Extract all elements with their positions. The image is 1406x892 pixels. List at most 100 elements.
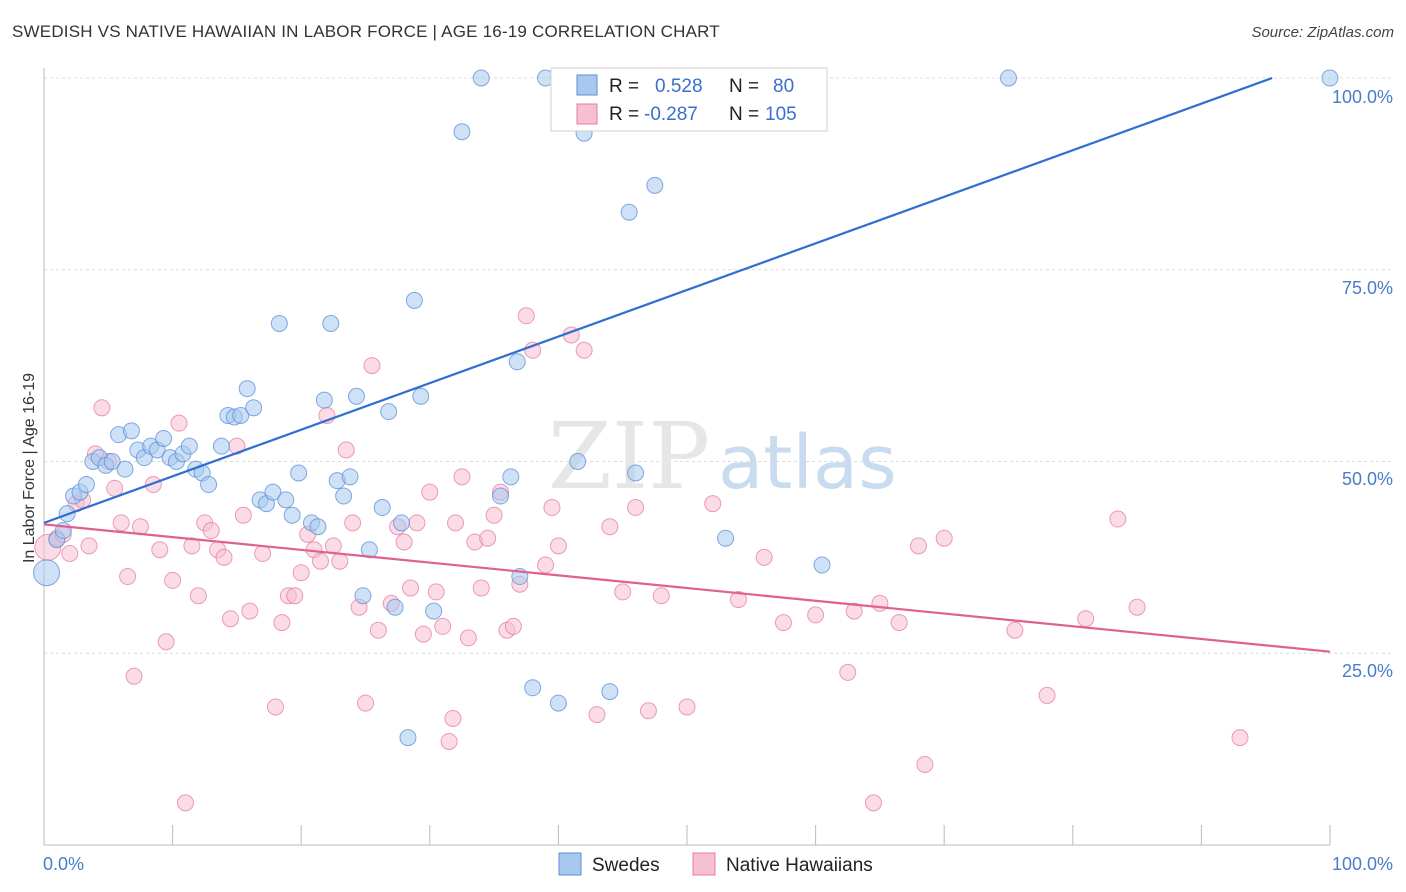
- swedes-point: [386, 598, 404, 616]
- hawaiians-point: [266, 698, 284, 716]
- hawaiians-point: [537, 556, 555, 574]
- hawaiians-point: [453, 468, 471, 486]
- hawaiians-point: [402, 579, 420, 597]
- watermark-atlas: atlas: [718, 420, 897, 506]
- swedes-point: [245, 399, 263, 417]
- swedes-point: [405, 291, 423, 309]
- swedes-point: [315, 391, 333, 409]
- swedes-point: [569, 453, 587, 470]
- swedes-trend-line: [43, 76, 1273, 524]
- watermark: ZIP atlas: [548, 403, 897, 510]
- hawaiians-point: [678, 698, 696, 716]
- hawaiians-point: [479, 529, 497, 547]
- hawaiians-point: [588, 706, 606, 724]
- hawaiians-point: [337, 441, 355, 459]
- swedes-point: [373, 499, 391, 517]
- hawaiians-point: [344, 514, 362, 532]
- legend-swatch-hawaiians: [576, 103, 598, 125]
- hawaiians-point: [1231, 729, 1249, 747]
- swedes-point: [341, 468, 359, 486]
- hawaiians-point: [864, 794, 882, 812]
- swedes-point: [238, 380, 256, 398]
- hawaiians-point: [164, 571, 182, 589]
- hawaiians-point: [447, 514, 465, 532]
- hawaiians-point: [444, 709, 462, 727]
- hawaiians-point: [61, 545, 79, 563]
- hawaiians-point: [839, 663, 857, 681]
- hawaiians-point: [627, 499, 645, 517]
- swedes-point: [347, 387, 365, 405]
- hawaiians-point: [1006, 621, 1024, 639]
- swedes-point: [122, 422, 140, 440]
- hawaiians-point: [614, 583, 632, 601]
- swedes-point: [116, 460, 134, 478]
- hawaiians-point: [774, 614, 792, 632]
- hawaiians-point: [170, 414, 188, 432]
- hawaiians-point: [202, 522, 220, 540]
- hawaiians-point: [916, 755, 934, 773]
- hawaiians-point: [871, 594, 889, 612]
- swedes-point: [492, 487, 510, 505]
- x-tick-label-min: 0.0%: [43, 854, 84, 874]
- y-tick-label-100: 100.0%: [1332, 87, 1393, 107]
- hawaiians-point: [1077, 610, 1095, 628]
- hawaiians-point: [221, 610, 239, 628]
- hawaiians-point: [890, 614, 908, 632]
- legend-r-value-hawaiians: -0.287: [644, 104, 698, 125]
- swedes-point: [270, 314, 288, 332]
- hawaiians-point: [112, 514, 130, 532]
- legend-r-label-swedes: R =: [609, 76, 639, 97]
- hawaiians-point: [331, 552, 349, 570]
- hawaiians-point: [408, 514, 426, 532]
- swedes-point: [155, 429, 173, 447]
- swedes-point: [1000, 69, 1017, 87]
- swedes-point: [180, 437, 198, 455]
- hawaiians-point: [472, 579, 490, 597]
- hawaiians-point: [845, 602, 863, 620]
- hawaiians-point: [652, 587, 670, 605]
- hawaiians-point: [421, 483, 439, 501]
- swedes-point: [264, 483, 282, 501]
- chart-title: SWEDISH VS NATIVE HAWAIIAN IN LABOR FORC…: [12, 22, 720, 41]
- hawaiians-point: [286, 587, 304, 605]
- swedes-point: [283, 506, 301, 524]
- swedes-point: [1321, 69, 1339, 87]
- swedes-point: [502, 468, 520, 486]
- legend-swatch-swedes: [576, 74, 598, 96]
- swedes-point: [393, 514, 411, 532]
- hawaiians-point: [125, 667, 143, 685]
- hawaiians-point: [1128, 598, 1146, 616]
- hawaiians-point: [234, 506, 252, 524]
- swedes-point: [309, 518, 327, 536]
- legend-n-value-swedes: 80: [773, 76, 794, 97]
- swedes-point: [453, 123, 471, 141]
- swedes-point: [412, 387, 430, 405]
- hawaiians-point: [909, 537, 927, 555]
- hawaiians-point: [292, 564, 310, 582]
- hawaiians-point: [935, 529, 953, 547]
- bottom-legend-label-swedes: Swedes: [592, 855, 660, 876]
- swedes-point: [290, 464, 308, 482]
- hawaiians-point: [363, 357, 381, 375]
- hawaiians-point: [807, 606, 825, 624]
- gridlines: [44, 77, 1394, 654]
- swedes-point: [33, 559, 61, 587]
- hawaiians-point: [273, 614, 291, 632]
- y-axis-label: In Labor Force | Age 16-19: [21, 373, 38, 563]
- hawaiians-point: [729, 591, 747, 609]
- swedes-point: [425, 602, 443, 620]
- swedes-point: [813, 556, 831, 574]
- swedes-point: [212, 437, 230, 455]
- axes: [43, 68, 1331, 846]
- hawaiians-point: [504, 617, 522, 635]
- hawaiians-point: [427, 583, 445, 601]
- hawaiians-point: [369, 621, 387, 639]
- hawaiians-point: [189, 587, 207, 605]
- hawaiians-point: [80, 537, 98, 555]
- hawaiians-point: [485, 506, 503, 524]
- hawaiians-point: [254, 545, 272, 563]
- y-tick-label-50: 50.0%: [1342, 469, 1393, 489]
- hawaiians-point: [1109, 510, 1127, 528]
- hawaiians-point: [215, 548, 233, 566]
- hawaiians-point: [176, 794, 194, 812]
